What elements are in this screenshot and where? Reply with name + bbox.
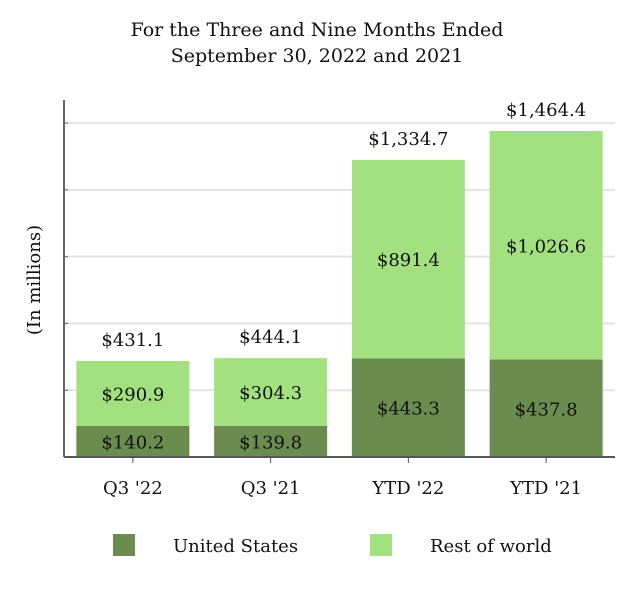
- x-tick-label: Q3 '21: [241, 478, 301, 499]
- data-label: $140.2: [101, 432, 164, 453]
- x-tick-label: YTD '21: [509, 478, 582, 499]
- bar-us-0: [76, 425, 190, 457]
- chart-subtitle: September 30, 2022 and 2021: [171, 45, 464, 67]
- data-label: $1,026.6: [506, 236, 586, 257]
- total-label: $1,334.7: [368, 129, 448, 150]
- legend-swatch-us: [113, 534, 135, 556]
- data-label: $304.3: [239, 383, 302, 404]
- legend: United States Rest of world: [113, 534, 552, 557]
- total-label: $431.1: [101, 330, 164, 351]
- bar-row-2: [351, 159, 465, 359]
- data-label: $290.9: [101, 384, 164, 405]
- legend-label-row: Rest of world: [430, 536, 552, 557]
- total-label: $444.1: [239, 327, 302, 348]
- total-label: $1,464.4: [506, 100, 586, 121]
- chart-title: For the Three and Nine Months Ended: [131, 19, 504, 41]
- bars-group: $140.2 $290.9 $431.1 $139.8 $304.3 $444.1 $443…: [76, 100, 603, 457]
- bar-row-0: [76, 361, 190, 426]
- legend-swatch-row: [370, 534, 392, 556]
- bar-us-2: [351, 358, 465, 457]
- x-tick-label: Q3 '22: [103, 478, 163, 499]
- data-label: $139.8: [239, 432, 302, 453]
- bar-us-3: [489, 359, 603, 457]
- x-ticks: Q3 '22 Q3 '21 YTD '22 YTD '21: [103, 457, 582, 499]
- data-label: $437.8: [515, 399, 578, 420]
- data-label: $443.3: [377, 399, 440, 420]
- data-label: $891.4: [377, 250, 440, 271]
- bar-row-1: [214, 358, 328, 426]
- bar-us-1: [214, 425, 328, 457]
- bar-row-3: [489, 131, 603, 360]
- legend-label-us: United States: [173, 536, 298, 557]
- y-axis-label: (In millions): [24, 225, 45, 335]
- x-tick-label: YTD '22: [371, 478, 444, 499]
